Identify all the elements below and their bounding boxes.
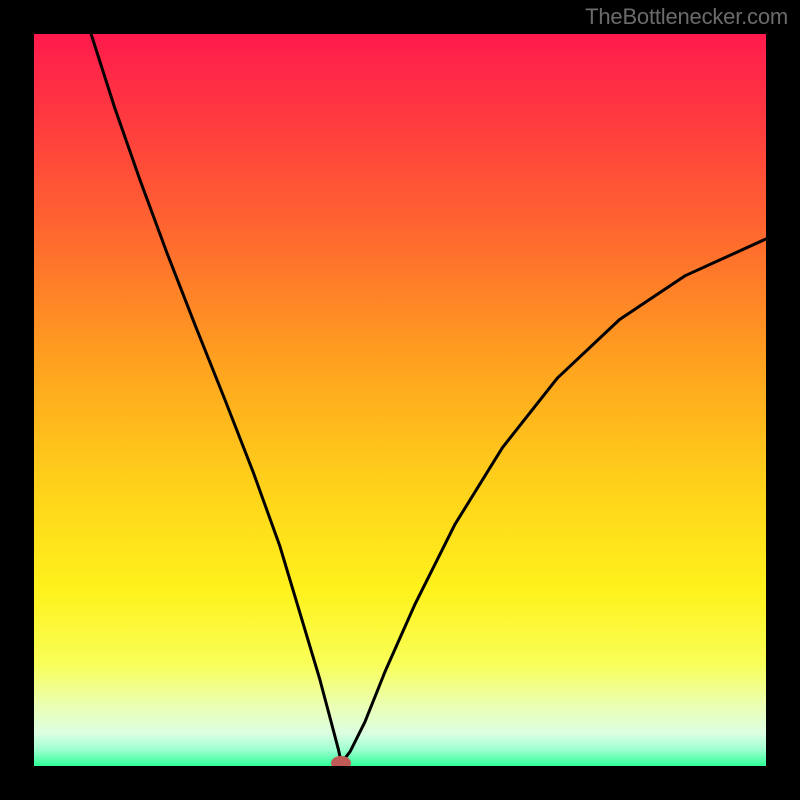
chart-plot-area <box>34 34 766 766</box>
chart-minimum-marker <box>331 756 351 766</box>
chart-curve <box>91 34 766 763</box>
chart-curve-layer <box>34 34 766 766</box>
watermark-text: TheBottlenecker.com <box>585 4 788 30</box>
